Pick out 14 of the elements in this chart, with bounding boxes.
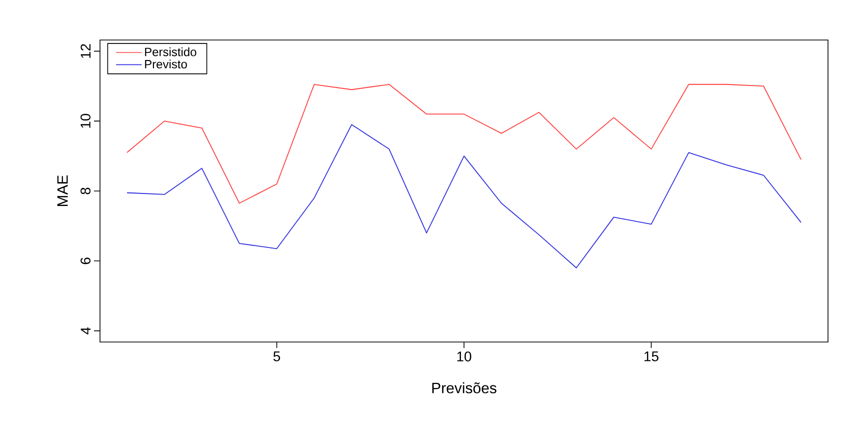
y-tick-label: 6 [80,258,90,264]
y-tick-label: 10 [80,114,90,128]
legend-label: Previsto [145,60,187,68]
y-tick-label: 4 [80,327,90,334]
y-tick-label: 12 [80,44,90,58]
line-series [126,84,802,204]
x-tick-label: 10 [457,352,472,362]
y-axis-title: MAE [57,175,68,206]
legend-label: Persistido [145,47,196,56]
y-tick-label: 8 [80,188,90,194]
x-tick-label: 15 [644,352,658,362]
x-tick-label: 5 [273,352,280,362]
x-axis-title: Previsões [432,382,496,394]
line-series [126,124,802,268]
